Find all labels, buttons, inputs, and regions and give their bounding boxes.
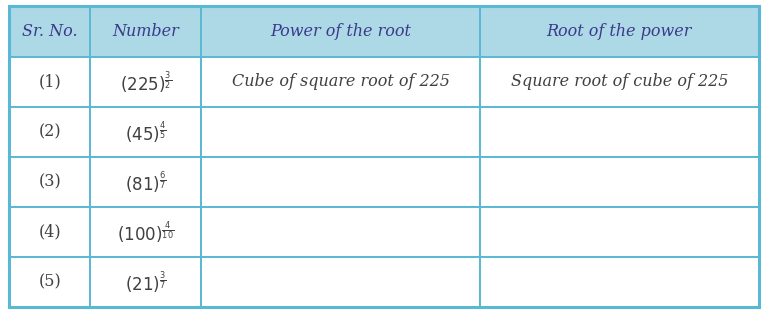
Bar bbox=[480, 6, 759, 57]
Bar bbox=[201, 107, 480, 157]
Text: $(100)^{\frac{4}{10}}$: $(100)^{\frac{4}{10}}$ bbox=[117, 219, 174, 245]
Bar bbox=[480, 157, 759, 207]
Text: Power of the root: Power of the root bbox=[270, 23, 411, 40]
Text: Square root of cube of 225: Square root of cube of 225 bbox=[511, 73, 728, 90]
Bar bbox=[90, 157, 201, 207]
Bar bbox=[9, 57, 90, 107]
Bar bbox=[90, 207, 201, 257]
Bar bbox=[201, 257, 480, 307]
Bar bbox=[480, 57, 759, 107]
Bar bbox=[201, 207, 480, 257]
Bar bbox=[9, 157, 90, 207]
Bar bbox=[9, 257, 90, 307]
Text: $(45)^{\frac{4}{5}}$: $(45)^{\frac{4}{5}}$ bbox=[125, 119, 167, 145]
Bar bbox=[9, 107, 90, 157]
Bar bbox=[201, 157, 480, 207]
Text: (2): (2) bbox=[38, 123, 61, 140]
Text: $(21)^{\frac{3}{7}}$: $(21)^{\frac{3}{7}}$ bbox=[125, 269, 167, 295]
Bar bbox=[480, 257, 759, 307]
Bar bbox=[480, 207, 759, 257]
Bar bbox=[9, 207, 90, 257]
Bar bbox=[90, 257, 201, 307]
Bar bbox=[480, 107, 759, 157]
Text: Sr. No.: Sr. No. bbox=[22, 23, 78, 40]
Text: Number: Number bbox=[112, 23, 179, 40]
Text: $(81)^{\frac{6}{7}}$: $(81)^{\frac{6}{7}}$ bbox=[125, 169, 167, 195]
Bar bbox=[90, 57, 201, 107]
Bar bbox=[90, 107, 201, 157]
Text: (5): (5) bbox=[38, 273, 61, 290]
Text: Cube of square root of 225: Cube of square root of 225 bbox=[232, 73, 449, 90]
Bar bbox=[90, 6, 201, 57]
Text: (4): (4) bbox=[38, 223, 61, 240]
Text: Root of the power: Root of the power bbox=[547, 23, 692, 40]
Text: $(225)^{\frac{3}{2}}$: $(225)^{\frac{3}{2}}$ bbox=[120, 69, 172, 95]
Text: (1): (1) bbox=[38, 73, 61, 90]
Bar bbox=[9, 6, 90, 57]
Bar bbox=[201, 57, 480, 107]
Bar bbox=[201, 6, 480, 57]
Text: (3): (3) bbox=[38, 173, 61, 190]
